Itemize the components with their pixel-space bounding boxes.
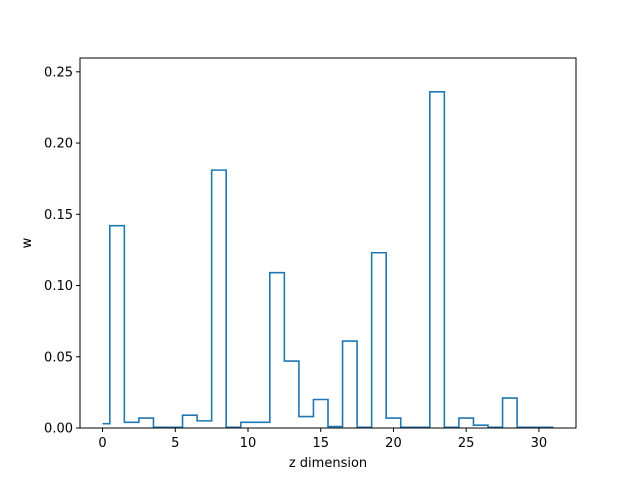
x-tick-label: 5: [171, 436, 179, 451]
y-axis: 0.00 0.05 0.10 0.15 0.20 0.25: [44, 65, 80, 437]
x-tick-label: 10: [240, 436, 257, 451]
y-tick-label: 0.25: [44, 65, 73, 80]
x-axis: 0 5 10 15 20 25 30: [98, 428, 547, 451]
x-tick-label: 20: [385, 436, 402, 451]
x-tick-label: 15: [312, 436, 329, 451]
histogram-step-line: [102, 90, 554, 429]
y-tick-label: 0.15: [44, 208, 73, 223]
y-tick-label: 0.10: [44, 279, 73, 294]
x-tick-label: 25: [458, 436, 475, 451]
x-tick-label: 0: [98, 436, 106, 451]
axes-frame: [79, 57, 577, 429]
y-tick-label: 0.20: [44, 137, 73, 152]
x-tick-label: 30: [531, 436, 548, 451]
y-tick-label: 0.00: [44, 422, 73, 437]
plot-area: [102, 90, 554, 429]
x-axis-label: z dimension: [289, 456, 367, 471]
y-axis-label: w: [20, 237, 35, 248]
y-tick-label: 0.05: [44, 350, 73, 365]
